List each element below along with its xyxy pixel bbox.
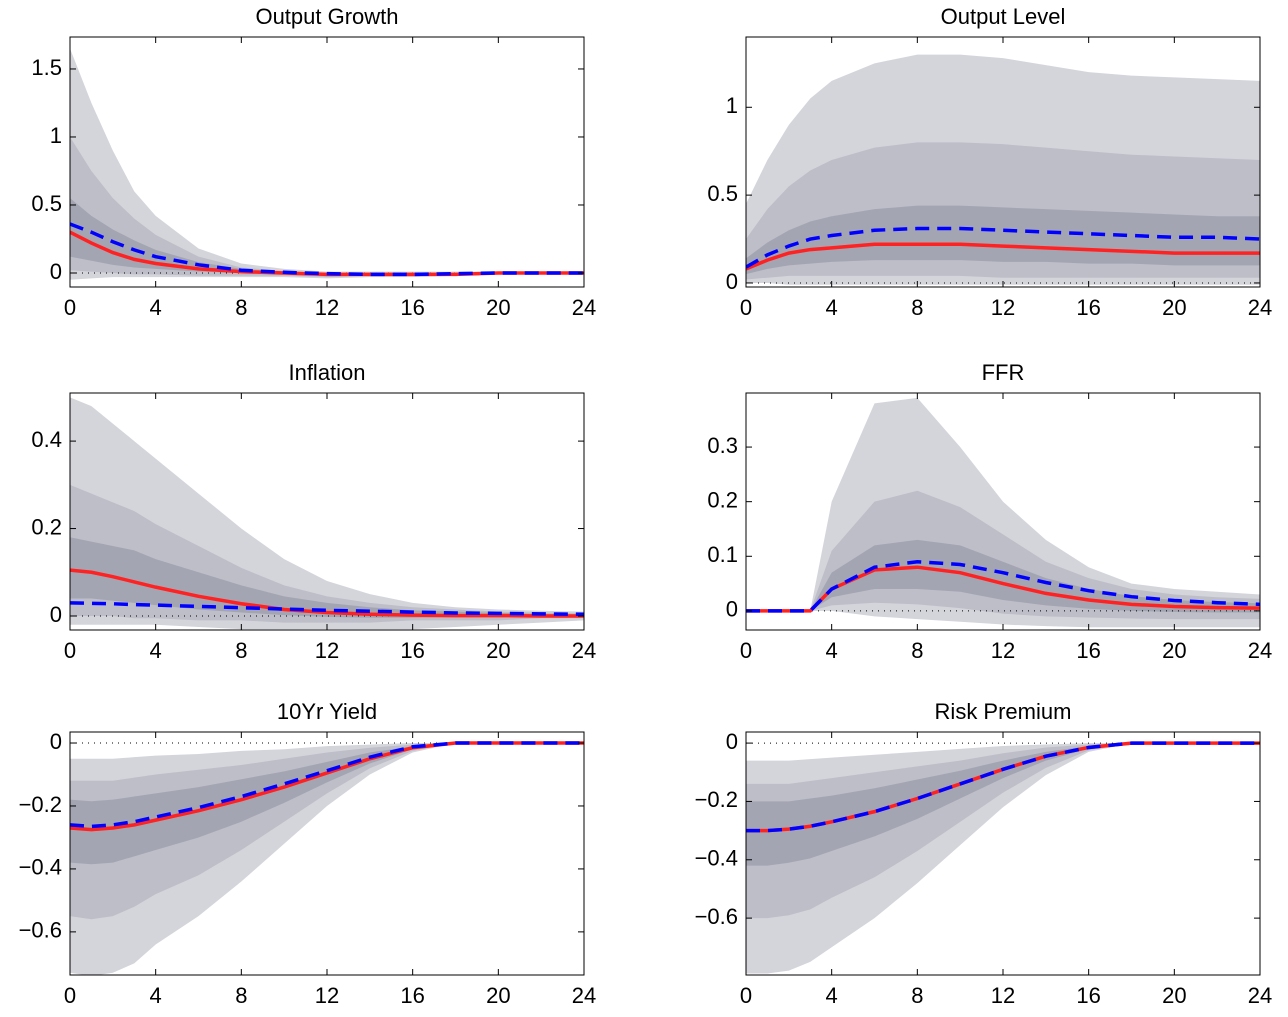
y-tick-label: 1 [726, 93, 738, 118]
panel-title: Output Growth [255, 4, 398, 29]
y-tick-label: 0.2 [707, 487, 738, 512]
x-tick-label: 12 [991, 295, 1015, 320]
x-tick-label: 12 [991, 983, 1015, 1008]
x-tick-label: 24 [1248, 295, 1272, 320]
panel-title: Output Level [941, 4, 1066, 29]
y-tick-label: −0.6 [19, 918, 62, 943]
x-tick-label: 0 [64, 295, 76, 320]
y-tick-label: 0 [726, 729, 738, 754]
line [746, 741, 1260, 833]
panel-title: FFR [982, 360, 1025, 385]
band [746, 743, 1260, 866]
panel: Risk Premium 0 4 8 12 16 20 24 −0.6 −0.4 −0.2 0 [695, 699, 1273, 1008]
plot-area [70, 397, 584, 630]
x-tick-label: 0 [740, 983, 752, 1008]
x-tick-label: 8 [235, 638, 247, 663]
x-tick-label: 16 [1076, 983, 1100, 1008]
x-tick-label: 0 [740, 295, 752, 320]
panel: FFR 0 4 8 12 16 20 24 0 0.1 0.2 0.3 [707, 360, 1272, 663]
x-tick-label: 16 [1076, 638, 1100, 663]
band [70, 743, 584, 865]
line [70, 222, 584, 277]
x-tick-label: 20 [1162, 638, 1186, 663]
y-tick-label: 0.1 [707, 542, 738, 567]
y-tick-label: 0.3 [707, 433, 738, 458]
y-tick-label: 0.4 [31, 427, 62, 452]
plot-area [70, 48, 584, 280]
panel-title: 10Yr Yield [277, 699, 377, 724]
x-tick-label: 24 [1248, 983, 1272, 1008]
line [746, 559, 1260, 613]
y-tick-label: −0.4 [19, 855, 62, 880]
x-tick-label: 8 [911, 295, 923, 320]
x-tick-label: 4 [826, 295, 838, 320]
band [746, 743, 1260, 919]
panel: Output Growth 0 4 8 12 16 20 24 0 0.5 1 1.5 [31, 4, 596, 320]
x-tick-label: 0 [740, 638, 752, 663]
line [70, 741, 584, 829]
band [746, 539, 1260, 613]
x-tick-label: 12 [315, 638, 339, 663]
x-tick-label: 20 [486, 638, 510, 663]
line [746, 226, 1260, 269]
x-tick-label: 4 [150, 638, 162, 663]
x-tick-label: 16 [400, 983, 424, 1008]
y-tick-label: 0 [50, 729, 62, 754]
x-tick-label: 8 [235, 983, 247, 1008]
x-tick-label: 20 [1162, 983, 1186, 1008]
plot-area [746, 397, 1260, 628]
line [70, 601, 584, 617]
panel: Output Level 0 4 8 12 16 20 24 0 0.5 1 [707, 4, 1272, 320]
y-tick-label: 0.5 [31, 191, 62, 216]
x-tick-label: 12 [315, 295, 339, 320]
x-tick-label: 24 [572, 295, 596, 320]
y-tick-label: 0 [726, 269, 738, 294]
y-tick-label: 0.2 [31, 514, 62, 539]
x-tick-label: 4 [150, 983, 162, 1008]
x-tick-label: 0 [64, 983, 76, 1008]
plot-area [746, 741, 1260, 974]
x-tick-label: 4 [826, 983, 838, 1008]
x-tick-label: 12 [315, 983, 339, 1008]
y-tick-label: 1.5 [31, 55, 62, 80]
panel-title: Risk Premium [935, 699, 1072, 724]
x-tick-label: 16 [400, 295, 424, 320]
x-tick-label: 24 [572, 983, 596, 1008]
x-tick-label: 8 [235, 295, 247, 320]
x-tick-label: 8 [911, 983, 923, 1008]
x-tick-label: 8 [911, 638, 923, 663]
y-tick-label: 1 [50, 123, 62, 148]
x-tick-label: 16 [1076, 295, 1100, 320]
x-tick-label: 16 [400, 638, 424, 663]
x-tick-label: 24 [572, 638, 596, 663]
y-tick-label: 0 [726, 597, 738, 622]
panel: 10Yr Yield 0 4 8 12 16 20 24 −0.6 −0.4 −0.2 0 [19, 699, 597, 1008]
y-tick-label: −0.4 [695, 846, 738, 871]
panel: Inflation 0 4 8 12 16 20 24 0 0.2 0.4 [31, 360, 596, 663]
line [746, 242, 1260, 271]
y-tick-label: −0.6 [695, 904, 738, 929]
x-tick-label: 20 [486, 983, 510, 1008]
y-tick-label: 0.5 [707, 181, 738, 206]
plot-area [70, 741, 584, 975]
y-tick-label: −0.2 [19, 792, 62, 817]
x-tick-label: 20 [486, 295, 510, 320]
x-tick-label: 20 [1162, 295, 1186, 320]
x-tick-label: 24 [1248, 638, 1272, 663]
x-tick-label: 4 [826, 638, 838, 663]
line [70, 568, 584, 618]
y-tick-label: −0.2 [695, 787, 738, 812]
panel-title: Inflation [288, 360, 365, 385]
plot-area [746, 54, 1260, 285]
y-tick-label: 0 [50, 259, 62, 284]
x-tick-label: 12 [991, 638, 1015, 663]
y-tick-label: 0 [50, 602, 62, 627]
band [746, 205, 1260, 275]
x-tick-label: 4 [150, 295, 162, 320]
x-tick-label: 0 [64, 638, 76, 663]
